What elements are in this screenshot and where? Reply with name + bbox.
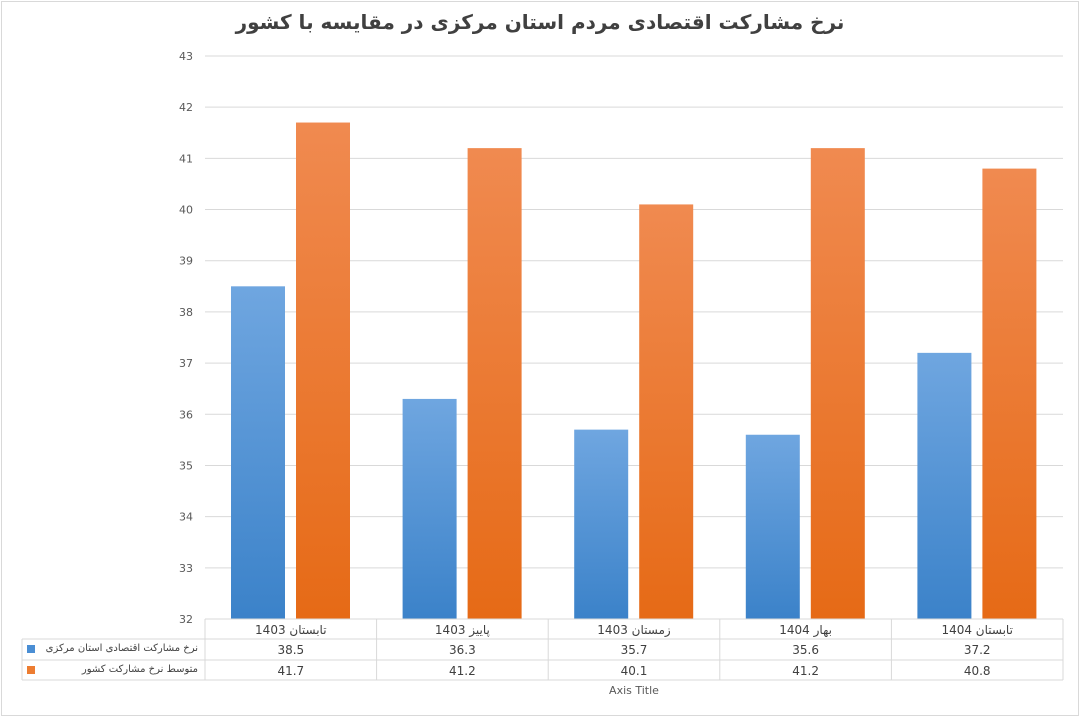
bar-province bbox=[574, 429, 629, 619]
table-value: 38.5 bbox=[277, 643, 304, 657]
table-value: 40.1 bbox=[621, 664, 648, 678]
bar-national bbox=[467, 148, 522, 620]
table-value: 37.2 bbox=[964, 643, 991, 657]
table-value: 40.8 bbox=[964, 664, 991, 678]
legend-label-province: نرخ مشارکت اقتصادی استان مرکزی bbox=[45, 643, 198, 654]
x-axis-title: Axis Title bbox=[609, 684, 659, 697]
bar-province bbox=[917, 352, 972, 619]
category-label: بهار 1404 bbox=[779, 623, 832, 638]
y-tick-label: 37 bbox=[179, 357, 193, 370]
y-tick-label: 42 bbox=[179, 101, 193, 114]
table-value: 35.7 bbox=[621, 643, 648, 657]
y-tick-label: 40 bbox=[179, 204, 193, 217]
legend-label-national: متوسط نرخ مشارکت کشور bbox=[81, 664, 198, 675]
y-tick-label: 32 bbox=[179, 613, 193, 626]
category-label: تابستان 1403 bbox=[255, 623, 327, 637]
bar-national bbox=[810, 148, 865, 620]
table-value: 41.2 bbox=[792, 664, 819, 678]
bar-province bbox=[745, 434, 800, 619]
legend-key bbox=[27, 645, 35, 653]
table-value: 41.2 bbox=[449, 664, 476, 678]
category-label: زمستان 1403 bbox=[597, 623, 671, 638]
legend-key bbox=[27, 666, 35, 674]
chart-title: نرخ مشارکت اقتصادی مردم استان مرکزی در م… bbox=[235, 10, 845, 34]
category-label: پاییز 1403 bbox=[435, 623, 490, 638]
bar-province bbox=[402, 398, 457, 619]
bar-province bbox=[231, 286, 285, 619]
table-value: 36.3 bbox=[449, 643, 476, 657]
bar-national bbox=[639, 204, 694, 619]
y-tick-label: 41 bbox=[179, 152, 193, 165]
bar-national bbox=[982, 168, 1037, 619]
y-tick-label: 36 bbox=[179, 408, 193, 421]
y-tick-label: 43 bbox=[179, 50, 193, 63]
table-value: 35.6 bbox=[792, 643, 819, 657]
y-tick-label: 38 bbox=[179, 306, 193, 319]
y-tick-label: 34 bbox=[179, 511, 193, 524]
category-label: تابستان 1404 bbox=[941, 623, 1013, 637]
y-tick-label: 39 bbox=[179, 255, 193, 268]
bar-national bbox=[296, 122, 350, 619]
y-tick-label: 33 bbox=[179, 562, 193, 575]
y-tick-label: 35 bbox=[179, 459, 193, 472]
table-value: 41.7 bbox=[277, 664, 304, 678]
